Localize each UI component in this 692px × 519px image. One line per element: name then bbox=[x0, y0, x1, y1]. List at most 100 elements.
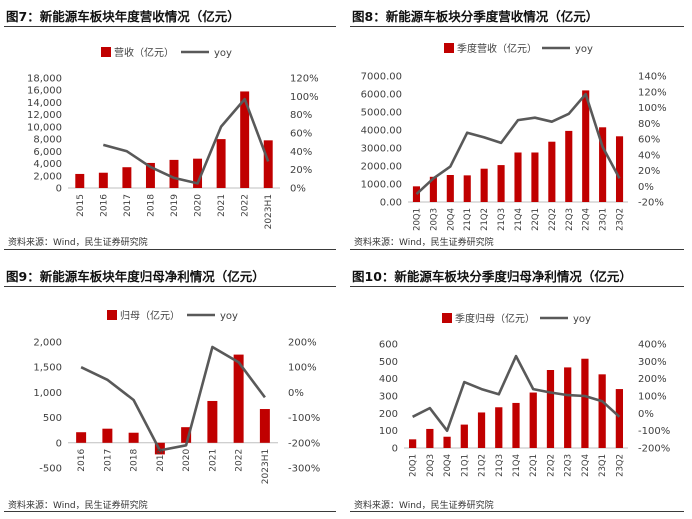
y-tick-label: 4000.00 bbox=[361, 126, 402, 137]
bar bbox=[599, 127, 607, 202]
source-note: 资料来源：Wind，民生证券研究院 bbox=[354, 501, 494, 511]
y-tick-label: 4,000 bbox=[33, 159, 62, 170]
bar bbox=[76, 432, 87, 443]
chart-svg: -500 0 500 1,000 1,500 2,000 -300% -200% -100% 0%… bbox=[33, 309, 320, 484]
x-tick-label: 2019 bbox=[170, 194, 180, 217]
source-note: 资料来源：Wind，民生证券研究院 bbox=[8, 501, 148, 511]
bar bbox=[128, 432, 139, 443]
chart-panel-quarterly-revenue: 图8：新能源车板块分季度营收情况（亿元） 0.00 1000.00 2000.00 3… bbox=[346, 0, 692, 259]
x-tick-label: 22Q4 bbox=[582, 208, 592, 231]
x-tick-label: 21Q2 bbox=[480, 208, 490, 231]
bar bbox=[259, 409, 270, 443]
bar bbox=[408, 439, 417, 448]
chart-title: 图7：新能源车板块年度营收情况（亿元） bbox=[6, 9, 240, 24]
bar bbox=[582, 90, 590, 202]
y-tick-label: 200 bbox=[379, 409, 398, 420]
chart-panel-annual-revenue: 图7：新能源车板块年度营收情况（亿元） 0 2,000 4,000 6,000 8,00… bbox=[0, 0, 346, 259]
bar bbox=[581, 358, 589, 448]
y-tick-label: 0 bbox=[56, 184, 62, 195]
y-tick-label: 600 bbox=[379, 340, 398, 351]
title-rule bbox=[4, 26, 336, 27]
x-tick-label: 21Q2 bbox=[478, 454, 488, 477]
y-tick-label: 300 bbox=[379, 392, 398, 403]
source-rule bbox=[4, 249, 336, 250]
y-tick-label: 100 bbox=[379, 426, 398, 437]
y-tick-label: 1000.00 bbox=[361, 180, 402, 191]
bar bbox=[98, 172, 108, 188]
bar bbox=[477, 412, 486, 448]
y-tick-label: 2,000 bbox=[33, 338, 62, 349]
y-tick-label: 0 bbox=[392, 444, 398, 455]
bar bbox=[240, 91, 250, 188]
x-tick-label: 2016 bbox=[99, 194, 109, 217]
x-tick-label: 20Q3 bbox=[429, 208, 439, 231]
y2-tick-label: 0% bbox=[290, 184, 306, 195]
x-tick-label: 2021 bbox=[217, 194, 227, 217]
y-tick-label: 6000.00 bbox=[361, 90, 402, 101]
bar bbox=[598, 374, 606, 448]
legend-line-label: yoy bbox=[220, 311, 238, 322]
y-tick-label: 6,000 bbox=[33, 147, 62, 158]
y2-tick-label: 20% bbox=[638, 166, 660, 177]
y-tick-label: 8,000 bbox=[33, 135, 62, 146]
y2-tick-label: -20% bbox=[638, 198, 664, 209]
x-tick-label: 22Q2 bbox=[548, 208, 558, 231]
bar bbox=[495, 407, 503, 448]
chart-panel-annual-net-profit: 图9：新能源车板块年度归母净利情况（亿元） -500 0 500 1,000 1,500… bbox=[0, 260, 346, 519]
bar bbox=[207, 400, 218, 443]
bar bbox=[564, 367, 572, 448]
y2-tick-label: -200% bbox=[638, 444, 670, 455]
yoy-line bbox=[412, 354, 621, 432]
x-tick-label: 22Q2 bbox=[546, 454, 556, 477]
x-tick-label: 2021 bbox=[208, 449, 218, 472]
x-tick-label: 22Q1 bbox=[531, 208, 541, 231]
legend-bar-label: 季度营收（亿元） bbox=[457, 42, 537, 55]
x-tick-label: 23Q2 bbox=[616, 208, 626, 231]
y2-tick-label: 0% bbox=[288, 388, 304, 399]
chart-title: 图9：新能源车板块年度归母净利情况（亿元） bbox=[6, 269, 265, 284]
chart-svg: 02,0004,0006,0008,00010,00012,00014,0001… bbox=[27, 46, 319, 229]
bar bbox=[263, 140, 273, 188]
bar bbox=[216, 139, 226, 188]
bar bbox=[514, 152, 522, 202]
x-tick-label: 20Q4 bbox=[446, 208, 456, 231]
yoy-line bbox=[80, 345, 266, 452]
bar bbox=[145, 162, 155, 188]
y-tick-label: 10,000 bbox=[27, 122, 62, 133]
x-tick-label: 21Q3 bbox=[497, 208, 507, 231]
y-tick-label: 400 bbox=[379, 374, 398, 385]
legend-bar-swatch bbox=[444, 43, 454, 53]
title-rule bbox=[4, 286, 336, 287]
y-tick-label: 7000.00 bbox=[361, 72, 402, 83]
y2-tick-label: -100% bbox=[288, 413, 320, 424]
y2-tick-label: 140% bbox=[638, 72, 667, 83]
bar bbox=[412, 186, 421, 202]
chart-panel-quarterly-net-profit: 图10：新能源车板块分季度归母净利情况（亿元） 0 100 200 300 400 500… bbox=[346, 260, 692, 519]
y2-tick-label: -300% bbox=[288, 464, 320, 475]
bar bbox=[480, 168, 488, 202]
x-tick-label: 23Q1 bbox=[599, 208, 609, 231]
y2-tick-label: -100% bbox=[638, 426, 670, 437]
y2-tick-label: 100% bbox=[290, 92, 319, 103]
y2-tick-label: 0% bbox=[638, 182, 654, 193]
bar bbox=[181, 427, 192, 443]
y-tick-label: 500 bbox=[379, 357, 398, 368]
bar bbox=[446, 175, 454, 202]
bar bbox=[169, 159, 179, 188]
x-tick-label: 2018 bbox=[130, 449, 140, 472]
legend-bar-swatch bbox=[101, 47, 111, 57]
x-tick-label: 2023H1 bbox=[264, 194, 274, 229]
legend-line-label: yoy bbox=[214, 48, 232, 59]
chart-svg: 0 100 200 300 400 500 600 -200% -100% 0% 100% 200% 3… bbox=[379, 312, 670, 477]
legend-bar-label: 营收（亿元） bbox=[114, 46, 174, 59]
yoy-line bbox=[102, 97, 270, 185]
source-note: 资料来源：Wind，民生证券研究院 bbox=[8, 238, 148, 248]
x-tick-label: 22Q4 bbox=[581, 454, 591, 477]
y2-tick-label: 100% bbox=[288, 363, 317, 374]
x-tick-label: 21Q4 bbox=[512, 454, 522, 477]
legend-bar-label: 归母（亿元） bbox=[120, 309, 180, 322]
x-tick-label: 22Q1 bbox=[529, 454, 539, 477]
bar bbox=[460, 424, 468, 448]
x-tick-label: 21Q1 bbox=[463, 208, 473, 231]
y2-tick-label: 120% bbox=[638, 87, 667, 98]
